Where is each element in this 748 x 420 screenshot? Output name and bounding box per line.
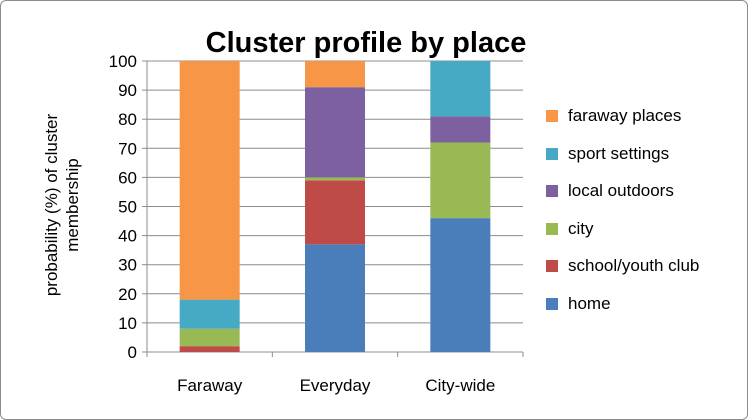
y-tick-label-20: 20 (118, 285, 137, 304)
bar-faraway-city (179, 328, 240, 347)
x-tick-label-everyday: Everyday (300, 376, 371, 395)
legend-swatch-school-youth-club (546, 260, 558, 272)
legend-swatch-city (546, 222, 558, 235)
bar-everyday-home (305, 244, 365, 352)
bar-everyday-city (305, 177, 365, 181)
bar-faraway-school-youth-club (179, 346, 240, 352)
legend-label-faraway-places: faraway places (568, 106, 682, 125)
legend-label-city: city (568, 218, 594, 238)
legend-swatch-local-outdoors (546, 185, 558, 197)
y-tick-label-90: 90 (118, 81, 137, 100)
bar-city-wide-sport-settings (430, 61, 491, 117)
legend-item-local-outdoors: local outdoors (546, 181, 674, 201)
bar-everyday-local-outdoors (305, 87, 365, 178)
legend-swatch-faraway-places (546, 110, 558, 122)
y-tick-label-30: 30 (118, 256, 137, 275)
legend-label-sport-settings: sport settings (568, 143, 670, 163)
y-tick-label-50: 50 (118, 198, 137, 217)
y-tick-label-60: 60 (118, 168, 137, 187)
bar-city-wide-home (430, 218, 491, 352)
y-tick-label-80: 80 (118, 110, 137, 129)
y-tick-label-100: 100 (109, 52, 137, 71)
legend-label-school-youth-club: school/youth club (568, 256, 700, 275)
legend-item-city: city (546, 219, 594, 239)
y-tick-label-40: 40 (118, 227, 137, 246)
legend-label-home: home (568, 293, 611, 313)
chart-title: Cluster profile by place (205, 27, 527, 59)
bar-faraway-sport-settings (179, 299, 240, 329)
y-tick-label-70: 70 (118, 139, 137, 158)
bar-everyday-school-youth-club (305, 180, 365, 245)
x-tick-label-city-wide: City-wide (425, 376, 495, 395)
bar-city-wide-city (430, 142, 491, 219)
y-tick-label-10: 10 (118, 314, 137, 333)
bar-city-wide-local-outdoors (430, 116, 491, 143)
legend-label-local-outdoors: local outdoors (568, 181, 674, 200)
legend-item-faraway-places: faraway places (546, 106, 681, 126)
bar-everyday-faraway-places (305, 61, 365, 88)
x-tick-label-faraway: Faraway (177, 376, 243, 395)
legend-swatch-sport-settings (546, 147, 558, 160)
legend-item-sport-settings: sport settings (546, 144, 669, 164)
legend-item-home: home (546, 294, 611, 314)
bar-faraway-faraway-places (179, 61, 240, 300)
legend-swatch-home (546, 297, 558, 310)
legend-item-school-youth-club: school/youth club (546, 256, 699, 276)
y-tick-label-0: 0 (128, 343, 137, 362)
